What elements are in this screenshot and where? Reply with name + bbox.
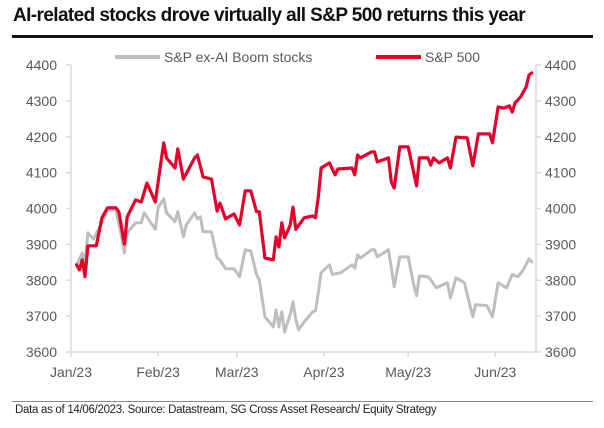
left-y-tick-label: 4200 [26, 129, 57, 145]
x-tick-label: Apr/23 [303, 364, 344, 380]
right-y-tick-label: 3900 [545, 236, 576, 252]
x-tick-label: Mar/23 [215, 364, 259, 380]
right-y-tick-label: 4000 [545, 201, 576, 217]
x-tick-label: Jun/23 [474, 364, 516, 380]
right-y-tick-label: 3800 [545, 272, 576, 288]
legend: S&P ex-AI Boom stocks S&P 500 [115, 49, 480, 65]
right-y-tick-label: 4200 [545, 129, 576, 145]
axes [66, 64, 541, 357]
x-tick-label: May/23 [385, 364, 431, 380]
left-y-tick-label: 4100 [26, 165, 57, 181]
right-y-tick-label: 4100 [545, 165, 576, 181]
source-note: Data as of 14/06/2023. Source: Datastrea… [15, 404, 437, 416]
legend-label-ex-ai: S&P ex-AI Boom stocks [164, 49, 312, 65]
chart-title: AI-related stocks drove virtually all S&… [13, 5, 526, 26]
left-y-tick-label: 3900 [26, 236, 57, 252]
right-y-tick-label: 3600 [545, 344, 576, 360]
legend-label-sp500: S&P 500 [425, 49, 480, 65]
title-divider [12, 35, 593, 38]
left-y-tick-label: 4300 [26, 93, 57, 109]
left-y-tick-label: 3700 [26, 308, 57, 324]
left-y-tick-label: 4400 [26, 57, 57, 73]
series-lines [75, 71, 534, 334]
right-y-tick-label: 4300 [545, 93, 576, 109]
x-tick-label: Feb/23 [136, 364, 180, 380]
right-y-tick-label: 4400 [545, 57, 576, 73]
left-y-tick-label: 4000 [26, 201, 57, 217]
right-y-tick-label: 3700 [545, 308, 576, 324]
left-y-tick-label: 3800 [26, 272, 57, 288]
x-tick-label: Jan/23 [50, 364, 92, 380]
series-line-sp-ex-ai [75, 197, 534, 334]
footer-divider [12, 401, 593, 402]
tick-labels: 3600 3600 3700 3700 3800 3800 3900 3900 4000 4000… [26, 57, 577, 380]
series-line-sp500 [75, 71, 534, 279]
left-y-tick-label: 3600 [26, 344, 57, 360]
